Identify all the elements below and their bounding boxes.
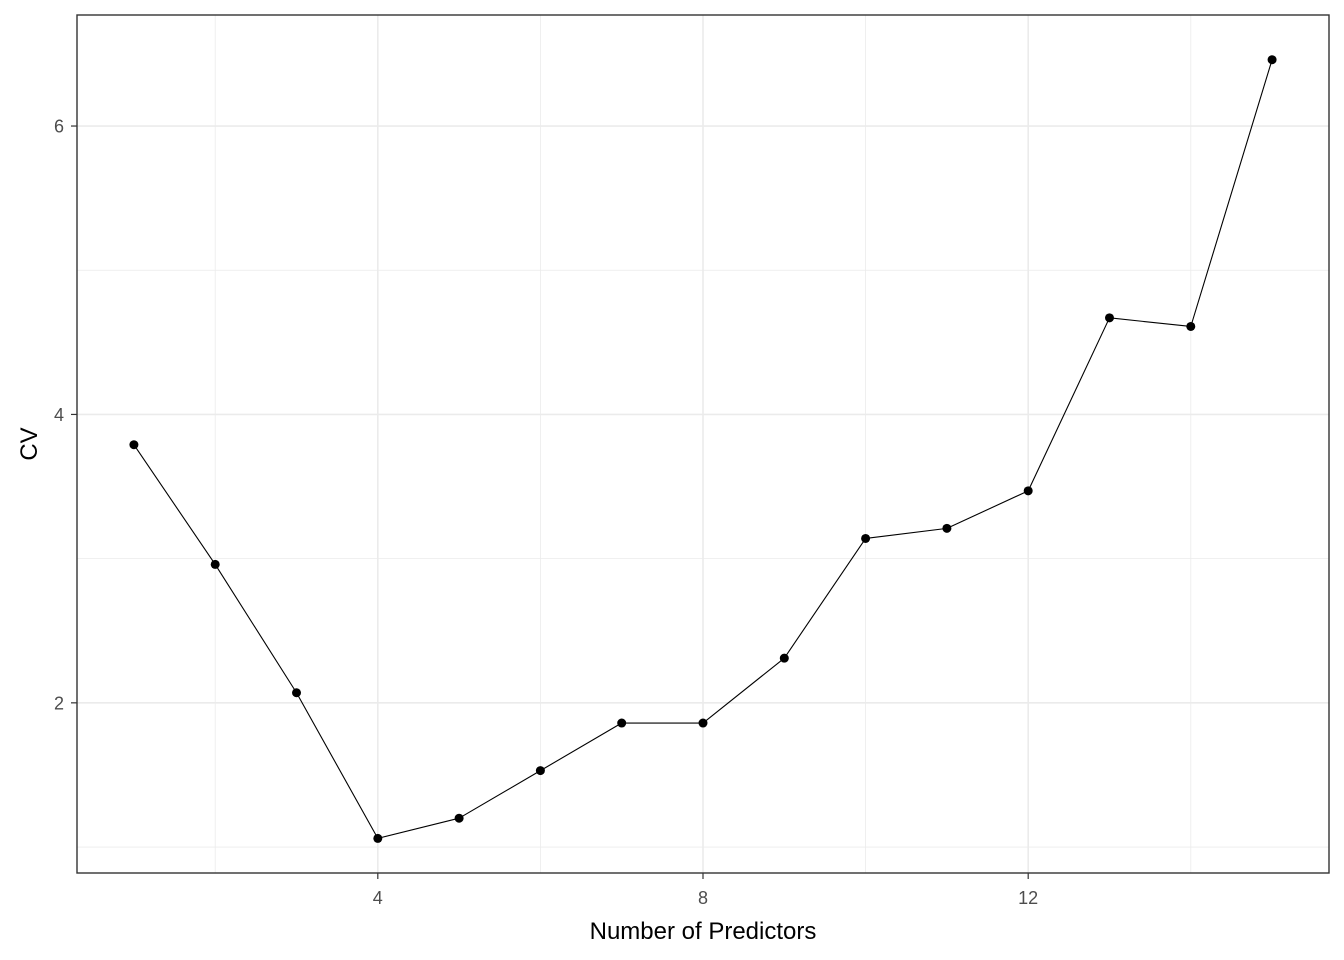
gridlines	[77, 15, 1329, 873]
data-point	[942, 523, 952, 533]
data-point	[454, 813, 464, 823]
data-point	[373, 833, 383, 843]
y-axis: 2 4 6	[54, 117, 77, 713]
data-point	[129, 440, 139, 450]
y-tick-label: 2	[54, 693, 64, 713]
data-point	[1267, 55, 1277, 65]
data-point	[698, 718, 708, 728]
data-point	[861, 533, 871, 543]
x-axis: 4 8 12	[373, 873, 1038, 908]
y-tick-label: 6	[54, 117, 64, 137]
y-axis-title: CV	[16, 427, 43, 460]
x-tick-label: 12	[1018, 888, 1038, 908]
data-point	[1104, 313, 1114, 323]
data-point	[210, 559, 220, 569]
data-point	[535, 766, 545, 776]
y-tick-label: 4	[54, 405, 64, 425]
data-point	[779, 653, 789, 663]
series-points-layer	[129, 55, 1277, 843]
data-point	[292, 688, 302, 698]
data-point	[617, 718, 627, 728]
x-tick-label: 8	[698, 888, 708, 908]
x-tick-label: 4	[373, 888, 383, 908]
data-point	[1023, 486, 1033, 496]
data-point	[1186, 321, 1196, 331]
x-axis-title: Number of Predictors	[590, 918, 817, 945]
